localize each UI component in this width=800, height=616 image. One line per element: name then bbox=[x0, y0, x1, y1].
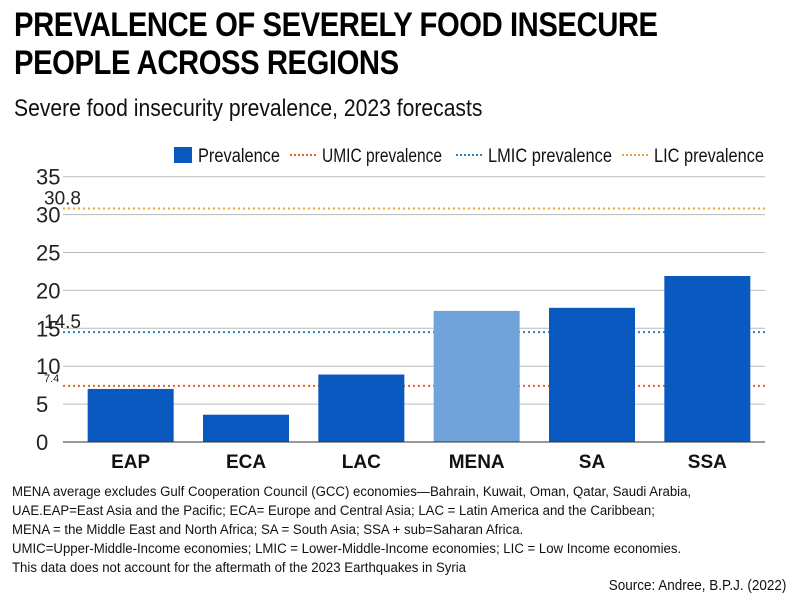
legend-label: LIC prevalence bbox=[654, 146, 764, 167]
chart-subtitle: Severe food insecurity prevalence, 2023 … bbox=[14, 95, 483, 122]
bar-eap bbox=[87, 388, 174, 442]
y-tick-label: 10 bbox=[36, 354, 60, 379]
y-tick-label: 35 bbox=[36, 165, 60, 190]
legend-label: Prevalence bbox=[198, 146, 280, 167]
x-tick-label: LAC bbox=[342, 452, 381, 473]
bar-eca bbox=[203, 414, 289, 442]
reference-line-labels: 7.4 14.5 30.8 bbox=[44, 189, 81, 385]
footnote-line: MENA average excludes Gulf Cooperation C… bbox=[12, 484, 692, 500]
source-credit: Source: Andree, B.P.J. (2022) bbox=[608, 577, 786, 594]
y-tick-label: 20 bbox=[36, 278, 60, 303]
reference-line-label: 14.5 bbox=[44, 312, 81, 333]
bars bbox=[63, 275, 765, 443]
footnote-line: UMIC=Upper-Middle-Income economies; LMIC… bbox=[12, 541, 682, 557]
x-tick-label: SSA bbox=[688, 452, 727, 473]
bar-lac bbox=[318, 374, 405, 442]
footnote-line: This data does not account for the after… bbox=[12, 560, 467, 576]
footnote-line: MENA = the Middle East and North Africa;… bbox=[12, 522, 524, 538]
footnote-line: UAE.EAP=East Asia and the Pacific; ECA= … bbox=[12, 503, 655, 519]
chart-title: PREVALENCE OF SEVERELY FOOD INSECURE PEO… bbox=[14, 6, 658, 82]
x-tick-label: ECA bbox=[226, 452, 266, 473]
footnotes: MENA average excludes Gulf Cooperation C… bbox=[12, 483, 737, 578]
y-tick-label: 0 bbox=[36, 430, 48, 455]
bar-chart: 0 5 10 15 20 25 30 35 7.4 14.5 30.8 EAP ECA LAC MENA… bbox=[36, 146, 765, 473]
y-tick-label: 30 bbox=[36, 203, 60, 228]
reference-line-label: 30.8 bbox=[44, 189, 81, 210]
x-tick-label: SA bbox=[579, 452, 606, 473]
bar-mena bbox=[433, 310, 520, 442]
y-tick-label: 5 bbox=[36, 392, 48, 417]
bar-ssa bbox=[664, 275, 751, 442]
grid-lines bbox=[63, 176, 765, 405]
y-axis-ticks: 0 5 10 15 20 25 30 35 bbox=[36, 165, 60, 455]
reference-lines bbox=[63, 207, 765, 387]
y-tick-label: 15 bbox=[36, 316, 60, 341]
bar-sa bbox=[549, 307, 635, 442]
legend-label: UMIC prevalence bbox=[322, 146, 442, 167]
y-tick-label: 25 bbox=[36, 241, 60, 266]
legend: Prevalence UMIC prevalence LMIC prevalence… bbox=[174, 146, 764, 167]
legend-swatch bbox=[174, 147, 192, 163]
legend-label: LMIC prevalence bbox=[488, 146, 612, 167]
x-tick-label: MENA bbox=[449, 452, 505, 473]
x-tick-label: EAP bbox=[111, 452, 150, 473]
x-axis-ticks: EAP ECA LAC MENA SA SSA bbox=[111, 452, 727, 473]
reference-line-label: 7.4 bbox=[44, 373, 59, 385]
